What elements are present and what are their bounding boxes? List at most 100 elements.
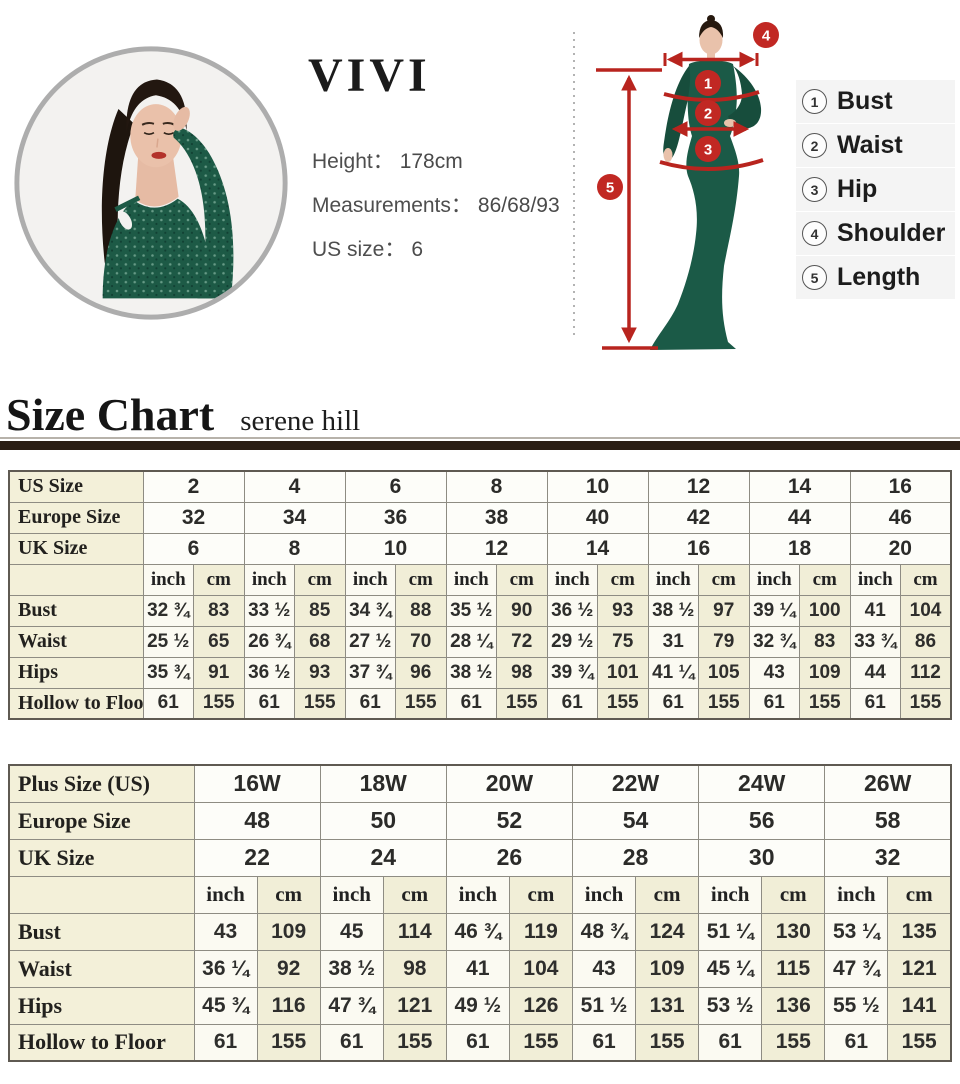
table-cell: 36 ½ [243,656,295,689]
table-cell: 51 ½ [571,986,637,1025]
table-cell: 65 [193,625,245,658]
table-row: Bust 32 ¾ 83 33 ½ 85 34 ¾ 88 35 ½ 90 36 ½ 93 38 ½ 97… [8,594,952,627]
unit-header-cell: inch [445,875,510,914]
table-cell: 70 [395,625,447,658]
table-cell: 43 [193,912,258,951]
legend-item-shoulder: 4 Shoulder [796,212,956,255]
table-cell: 109 [635,949,700,988]
legend-item-hip: 3 Hip [796,168,956,211]
heading-divider [0,437,960,450]
table-cell: 61 [344,687,396,720]
table-cell: 38 ½ [445,656,497,689]
unit-header-cell: cm [698,563,750,596]
size-header-cell: 54 [571,801,700,840]
size-header-cell: 16 [647,532,750,565]
table-cell: 61 [571,1023,637,1062]
table-cell: 155 [799,687,851,720]
size-chart-heading: Size Chart serene hill [6,388,360,441]
table-cell: 90 [496,594,548,627]
badge-length: 5 [606,180,614,197]
size-header-cell: 28 [571,838,700,877]
table-cell: 155 [698,687,750,720]
unit-header-cell: inch [824,875,889,914]
size-header-cell: 4 [243,470,346,503]
table-cell: 83 [193,594,245,627]
table-cell: 61 [647,687,699,720]
size-header-cell: 18W [319,764,447,803]
size-header-cell: 20 [849,532,952,565]
unit-header-cell: cm [887,875,952,914]
table-cell: 155 [635,1023,700,1062]
table-row: inch cm inch cm inch cm inch cm inch cm inch cm [8,875,952,914]
table-cell: 141 [887,986,952,1025]
table-cell: 86 [900,625,952,658]
table-cell: 97 [698,594,750,627]
size-header-cell: 6 [344,470,447,503]
table-cell: 101 [597,656,649,689]
table-cell: 61 [445,1023,510,1062]
table-cell: 41 [445,949,510,988]
row-label: Europe Size [8,801,195,840]
size-header-cell: 36 [344,501,447,534]
size-header-cell: 46 [849,501,952,534]
row-label: Bust [8,594,144,627]
measurement-marks [596,51,764,350]
table-cell: 45 ¼ [698,949,763,988]
table-cell: 31 [647,625,699,658]
table-cell: 32 ¾ [748,625,800,658]
table-cell: 105 [698,656,750,689]
row-label: Europe Size [8,501,144,534]
size-header-cell: 6 [142,532,245,565]
table-cell: 109 [256,912,321,951]
table-cell: 155 [887,1023,952,1062]
brand-subtitle: serene hill [240,405,361,437]
table-cell: 49 ½ [445,986,510,1025]
table-cell: 88 [395,594,447,627]
legend-item-bust: 1 Bust [796,80,956,123]
size-header-cell: 2 [142,470,245,503]
unit-header-cell: cm [193,563,245,596]
table-cell: 136 [761,986,826,1025]
table-cell: 39 ¾ [546,656,598,689]
unit-header-cell: inch [319,875,384,914]
circled-number-icon: 3 [802,177,827,202]
row-label [8,563,144,596]
table-cell: 45 [319,912,384,951]
size-header-cell: 12 [445,532,548,565]
row-label: Waist [8,625,144,658]
table-cell: 155 [193,687,245,720]
table-cell: 61 [698,1023,763,1062]
unit-header-cell: cm [294,563,346,596]
table-cell: 55 ½ [824,986,889,1025]
unit-header-cell: cm [635,875,700,914]
page-title: Size Chart [6,389,215,440]
table-cell: 28 ¼ [445,625,497,658]
spec-us-size: US size： 6 [312,238,424,261]
row-label: Waist [8,949,195,988]
size-header-cell: 10 [344,532,447,565]
table-cell: 36 ¼ [193,949,258,988]
plus-size-table-section: Plus Size (US) 16W 18W 20W 22W 24W 26W Europe S… [8,764,952,1062]
table-row: Europe Size 48 50 52 54 56 58 [8,801,952,840]
model-illustration [101,79,234,299]
photo-ring [14,46,288,320]
table-row: UK Size 6 8 10 12 14 16 18 20 [8,532,952,565]
dress-silhouette [650,15,762,350]
table-cell: 155 [597,687,649,720]
unit-header-cell: cm [395,563,447,596]
row-label: Hips [8,986,195,1025]
table-cell: 155 [496,687,548,720]
plus-size-table: Plus Size (US) 16W 18W 20W 22W 24W 26W Europe S… [8,764,952,1062]
table-cell: 33 ½ [243,594,295,627]
table-cell: 61 [748,687,800,720]
row-label: US Size [8,470,144,503]
table-cell: 51 ¼ [698,912,763,951]
table-cell: 91 [193,656,245,689]
table-cell: 61 [243,687,295,720]
table-cell: 121 [887,949,952,988]
table-cell: 109 [799,656,851,689]
table-cell: 38 ½ [319,949,384,988]
size-header-cell: 50 [319,801,447,840]
table-row: Waist 36 ¼ 92 38 ½ 98 41 104 43 109 45 ¼ 115 47 ¾ 12… [8,949,952,988]
